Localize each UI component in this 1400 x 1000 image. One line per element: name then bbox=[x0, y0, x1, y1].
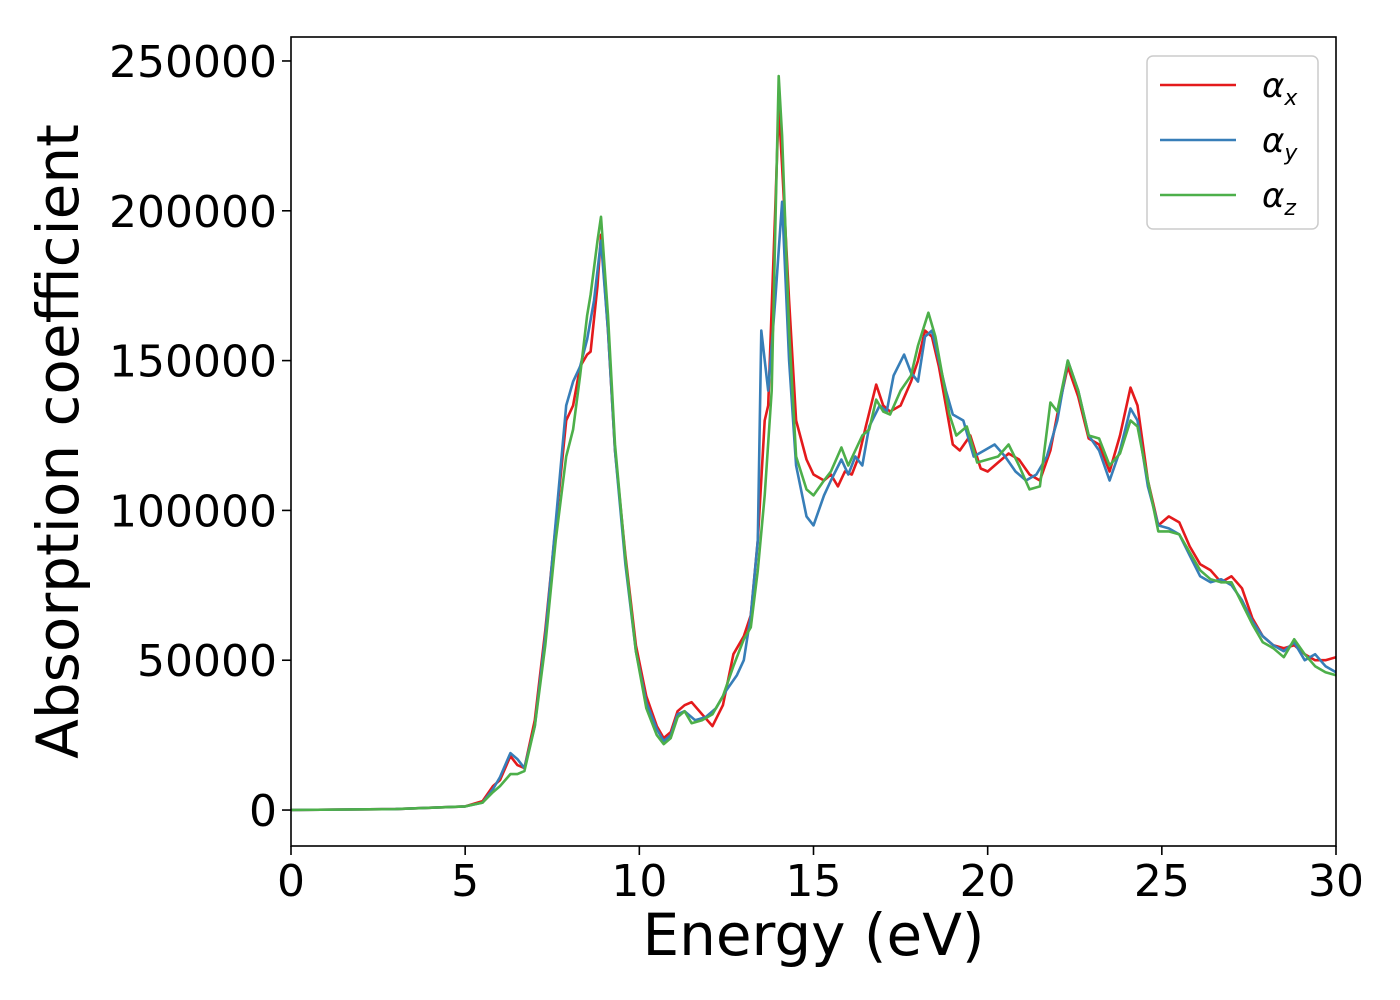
x-tick-label: 30 bbox=[1308, 856, 1364, 907]
x-tick-label: 25 bbox=[1134, 856, 1190, 907]
y-axis-ticks: 0 50000 100000 150000 200000 250000 bbox=[109, 37, 291, 837]
y-tick-label: 0 bbox=[249, 786, 277, 837]
plot-lines bbox=[291, 74, 1336, 812]
y-tick-label: 50000 bbox=[137, 636, 277, 687]
x-axis-ticks: 0 5 10 15 20 25 30 bbox=[277, 846, 1364, 907]
x-axis-title: Energy (eV) bbox=[642, 901, 984, 969]
x-tick-label: 0 bbox=[277, 856, 305, 907]
y-tick-label: 150000 bbox=[109, 337, 277, 388]
y-tick-label: 100000 bbox=[109, 486, 277, 537]
y-tick-label: 200000 bbox=[109, 187, 277, 238]
y-axis-title: Absorption coefficient bbox=[24, 124, 92, 759]
x-tick-label: 5 bbox=[451, 856, 479, 907]
y-tick-label: 250000 bbox=[109, 37, 277, 88]
series-line-z bbox=[291, 74, 1336, 812]
x-tick-label: 10 bbox=[611, 856, 667, 907]
series-line-y bbox=[291, 200, 1336, 812]
x-tick-label: 15 bbox=[786, 856, 842, 907]
series-line-x bbox=[291, 104, 1336, 812]
legend-box bbox=[1146, 55, 1319, 230]
x-tick-label: 20 bbox=[960, 856, 1016, 907]
